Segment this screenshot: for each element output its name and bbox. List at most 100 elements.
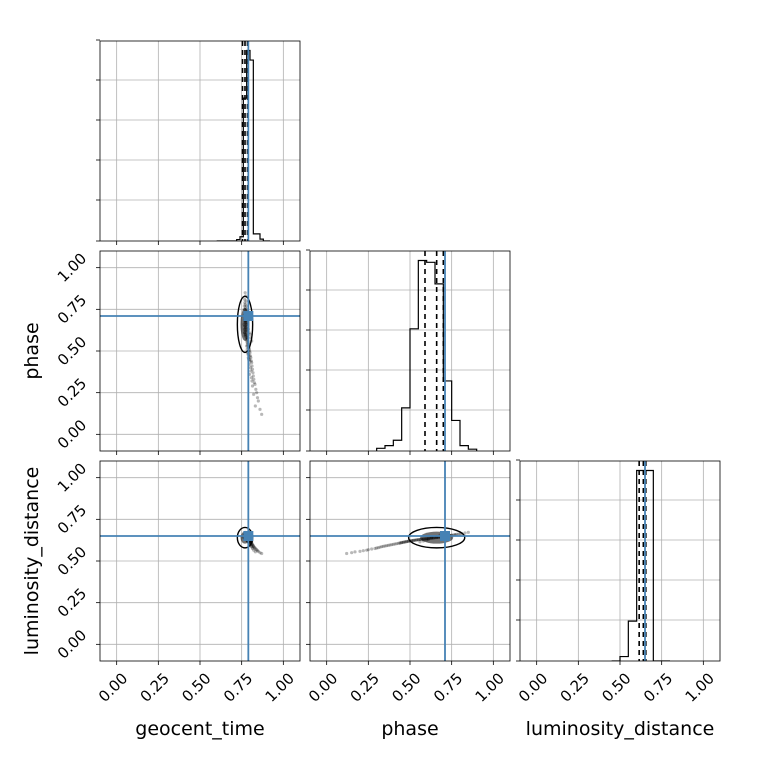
xlabel-1: phase bbox=[381, 718, 438, 740]
panel-2-1-sample-point bbox=[401, 540, 405, 544]
panel-2-0-sample-point bbox=[250, 545, 254, 549]
panel-1-0-sample-point bbox=[252, 381, 256, 385]
panel-2-0-ytick-label-0: 0.00 bbox=[54, 626, 90, 662]
ylabel-2: luminosity_distance bbox=[21, 467, 43, 656]
panel-2-1-sample-point bbox=[378, 545, 382, 549]
panel-1-0-ytick-label-2: 0.50 bbox=[54, 333, 90, 369]
panel-2-1-xtick-label-2: 0.50 bbox=[388, 669, 424, 705]
panel-1-1-histogram bbox=[376, 259, 478, 451]
panel-2-1-sample-point bbox=[411, 538, 415, 543]
panel-2-0-sample-point bbox=[252, 545, 256, 549]
panel-2-0-sample-point bbox=[250, 546, 255, 551]
panel-2-1-sample-point bbox=[418, 540, 422, 544]
panel-1-0-sample-point bbox=[250, 367, 255, 371]
panel-2-1-sample-point bbox=[345, 551, 349, 556]
panel-2-2-xtick-label-2: 0.50 bbox=[598, 669, 634, 705]
panel-1-0-sample-point bbox=[242, 304, 246, 308]
panel-2-0-ytick-label-2: 0.50 bbox=[54, 543, 90, 579]
panel-2-1-sample-point bbox=[366, 548, 370, 552]
panel-2-1-sample-point bbox=[373, 546, 377, 551]
panel-2-0-sample-point bbox=[253, 550, 257, 554]
panel-2-1-sample-point bbox=[398, 541, 402, 545]
panel-2-1-truth-marker bbox=[440, 531, 450, 541]
panel-2-1-sample-point bbox=[400, 541, 404, 545]
panel-1-0-sample-point bbox=[250, 384, 255, 388]
panel-2-1-sample-point bbox=[393, 542, 397, 546]
panel-2-0-sample-point bbox=[251, 543, 255, 547]
panel-2-1-sample-point bbox=[353, 550, 357, 554]
panel-2-1-sample-point bbox=[381, 544, 385, 548]
panel-1-0-sample-point bbox=[243, 291, 247, 295]
panel-1-0-sample-point bbox=[249, 359, 253, 363]
panel-1-0-sample-point bbox=[260, 412, 264, 416]
panel-2-1-sample-point bbox=[456, 532, 460, 536]
panel-2-1-sample-point bbox=[413, 538, 417, 542]
panel-1-0-sample-point bbox=[250, 361, 254, 365]
panel-2-1-sample-point bbox=[405, 540, 409, 544]
panel-2-1-sample-point bbox=[375, 546, 379, 550]
panel-2-1-sample-point bbox=[358, 549, 362, 553]
panel-1-0-sample-point bbox=[258, 407, 262, 411]
panel-2-1-sample-point bbox=[388, 543, 392, 547]
panel-2-0-truth-marker bbox=[243, 531, 254, 541]
ticks-layer bbox=[96, 39, 704, 665]
panel-2-0-sample-point bbox=[251, 544, 255, 548]
panel-2-2-xtick-label-1: 0.25 bbox=[557, 669, 593, 705]
panel-2-2-xtick-label-0: 0.00 bbox=[515, 669, 551, 705]
panel-1-0-ytick-label-4: 1.00 bbox=[54, 249, 90, 285]
xlabel-0: geocent_time bbox=[135, 718, 264, 740]
panel-2-1-sample-point bbox=[411, 538, 415, 542]
panel-1-0-sample-point bbox=[243, 297, 247, 301]
panel-1-0-sample-point bbox=[243, 301, 247, 305]
panel-2-1-sample-point bbox=[463, 531, 467, 535]
panel-2-0-ytick-label-3: 0.75 bbox=[54, 501, 90, 537]
panel-2-1-sample-point bbox=[401, 540, 405, 544]
panel-2-1-sample-point bbox=[405, 539, 409, 544]
panel-1-0-sample-point bbox=[248, 366, 253, 370]
panel-2-1-sample-point bbox=[398, 541, 402, 545]
panel-1-0-sample-point bbox=[255, 391, 259, 395]
panel-1-0-sample-point bbox=[248, 354, 253, 358]
panel-2-1-xtick-label-3: 0.75 bbox=[430, 669, 466, 705]
panel-1-0-sample-point bbox=[255, 396, 260, 400]
truth-layer bbox=[100, 41, 646, 661]
panel-1-0-contour bbox=[236, 295, 254, 354]
samples-layer bbox=[236, 291, 470, 556]
panel-1-0-sample-point bbox=[249, 376, 254, 380]
panel-2-1-sample-point bbox=[365, 548, 369, 552]
panel-2-1-sample-point bbox=[361, 549, 365, 553]
panel-2-0-sample-point bbox=[252, 548, 256, 552]
panel-2-1-xtick-label-1: 0.25 bbox=[347, 669, 383, 705]
panel-1-0-sample-point bbox=[252, 377, 256, 381]
panel-2-0-sample-point bbox=[258, 551, 262, 555]
panel-2-0-xtick-label-1: 0.25 bbox=[137, 669, 173, 705]
panel-1-0-ytick-label-1: 0.25 bbox=[54, 374, 90, 410]
panel-2-1-sample-point bbox=[400, 540, 404, 545]
panel-1-0-sample-point bbox=[243, 302, 247, 306]
panel-2-1-sample-point bbox=[376, 546, 380, 550]
panel-2-1-sample-point bbox=[385, 544, 389, 548]
ylabel-1: phase bbox=[21, 322, 43, 379]
panel-1-0-sample-point bbox=[253, 382, 257, 386]
panel-2-2-histogram bbox=[611, 469, 670, 661]
panel-2-2-xtick-label-3: 0.75 bbox=[640, 669, 676, 705]
panel-1-0-sample-point bbox=[253, 404, 257, 408]
panel-2-1-sample-point bbox=[415, 538, 419, 542]
panel-2-0-sample-point bbox=[254, 547, 258, 551]
panel-2-1-sample-point bbox=[466, 530, 470, 534]
panel-2-0-xtick-label-3: 0.75 bbox=[220, 669, 256, 705]
panel-2-0-sample-point bbox=[253, 546, 257, 550]
panel-2-1-contour bbox=[407, 526, 466, 549]
panel-2-1-sample-point bbox=[391, 542, 395, 546]
panel-2-2-xtick-label-4: 1.00 bbox=[682, 669, 718, 705]
panel-2-1-sample-point bbox=[350, 551, 354, 555]
panel-2-0-ytick-label-1: 0.25 bbox=[54, 584, 90, 620]
panel-1-0-sample-point bbox=[244, 299, 248, 303]
panel-2-0-xtick-label-4: 1.00 bbox=[262, 669, 298, 705]
panel-1-0-sample-point bbox=[251, 371, 255, 375]
panel-2-1-xtick-label-4: 1.00 bbox=[472, 669, 508, 705]
panel-2-0-xtick-label-2: 0.50 bbox=[178, 669, 214, 705]
panel-2-1-sample-point bbox=[380, 545, 384, 549]
